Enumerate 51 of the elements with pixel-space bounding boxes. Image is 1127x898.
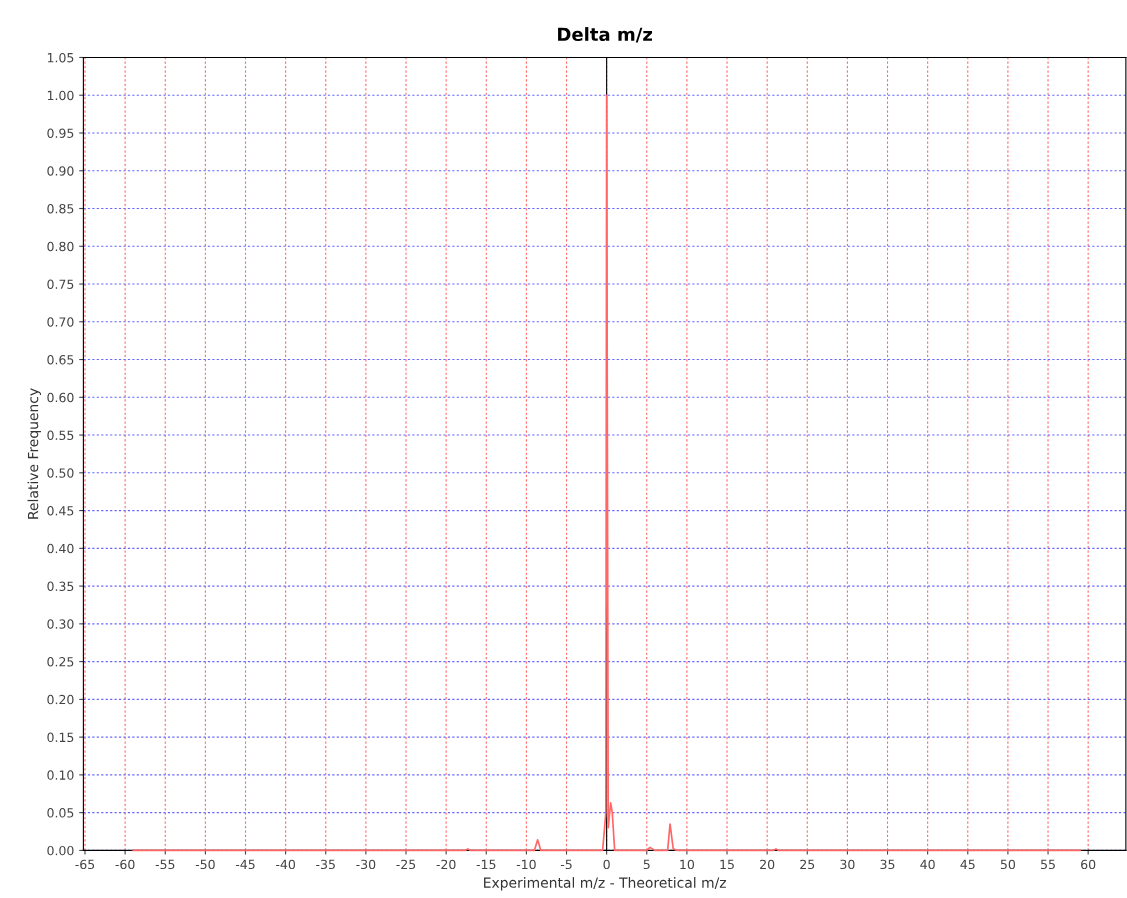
y-tick-label: 0.20 (47, 694, 74, 705)
x-tick-label: -5 (560, 859, 572, 870)
y-tick-label: 0.25 (47, 657, 74, 667)
x-tick-label: 40 (920, 859, 935, 870)
y-tick-label: 0.85 (47, 203, 74, 214)
x-tick-label: -25 (396, 859, 416, 870)
y-tick-label: 0.40 (47, 543, 74, 554)
x-tick-label: 35 (880, 859, 895, 870)
y-tick-label: 0.75 (47, 279, 74, 289)
y-tick-label: 0.00 (47, 845, 74, 856)
y-tick-label: 0.05 (47, 808, 74, 818)
y-tick-label: 0.90 (47, 166, 74, 176)
y-tick-label: 0.70 (47, 317, 74, 327)
y-tick-label: 0.55 (47, 430, 74, 440)
y-tick-label: 0.60 (47, 392, 74, 403)
y-tick-label: 0.65 (47, 355, 74, 365)
y-tick-label: 0.30 (47, 619, 74, 629)
x-tick-label: 5 (643, 859, 650, 870)
x-tick-label: 0 (603, 859, 610, 870)
x-tick-label: 20 (760, 859, 775, 870)
y-axis-title: Relative Frequency (27, 388, 41, 519)
x-tick-label: 25 (800, 859, 815, 870)
x-tick-label: -50 (195, 859, 215, 870)
y-tick-label: 0.95 (47, 128, 74, 138)
x-tick-label: 55 (1041, 859, 1055, 870)
x-tick-label: -65 (75, 859, 95, 870)
chart-title: Delta m/z (558, 27, 652, 43)
x-tick-label: 30 (840, 859, 855, 870)
x-tick-label: -30 (356, 859, 376, 870)
y-tick-label: 0.35 (47, 581, 74, 592)
y-tick-label: 0.80 (47, 241, 74, 252)
x-tick-label: -20 (436, 859, 456, 870)
y-tick-label: 1.00 (47, 90, 74, 101)
x-tick-label: -45 (235, 859, 255, 870)
x-tick-label: -35 (316, 859, 335, 870)
x-axis-title: Experimental m/z - Theoretical m/z (484, 877, 726, 891)
x-tick-label: -60 (115, 859, 135, 870)
x-tick-label: -55 (155, 859, 175, 870)
x-tick-label: 10 (680, 859, 695, 870)
x-tick-label: 50 (1000, 859, 1016, 870)
x-tick-label: 15 (720, 859, 734, 870)
y-tick-label: 0.50 (47, 468, 74, 478)
y-tick-label: 0.45 (47, 506, 74, 516)
x-tick-label: 45 (960, 859, 975, 870)
y-tick-label: 1.05 (47, 52, 74, 63)
x-tick-label: -15 (476, 859, 496, 870)
y-tick-label: 0.15 (47, 732, 74, 743)
x-tick-label: -40 (276, 859, 296, 870)
y-tick-label: 0.10 (47, 770, 74, 780)
x-tick-label: -10 (516, 859, 536, 870)
x-tick-label: 60 (1081, 859, 1096, 870)
